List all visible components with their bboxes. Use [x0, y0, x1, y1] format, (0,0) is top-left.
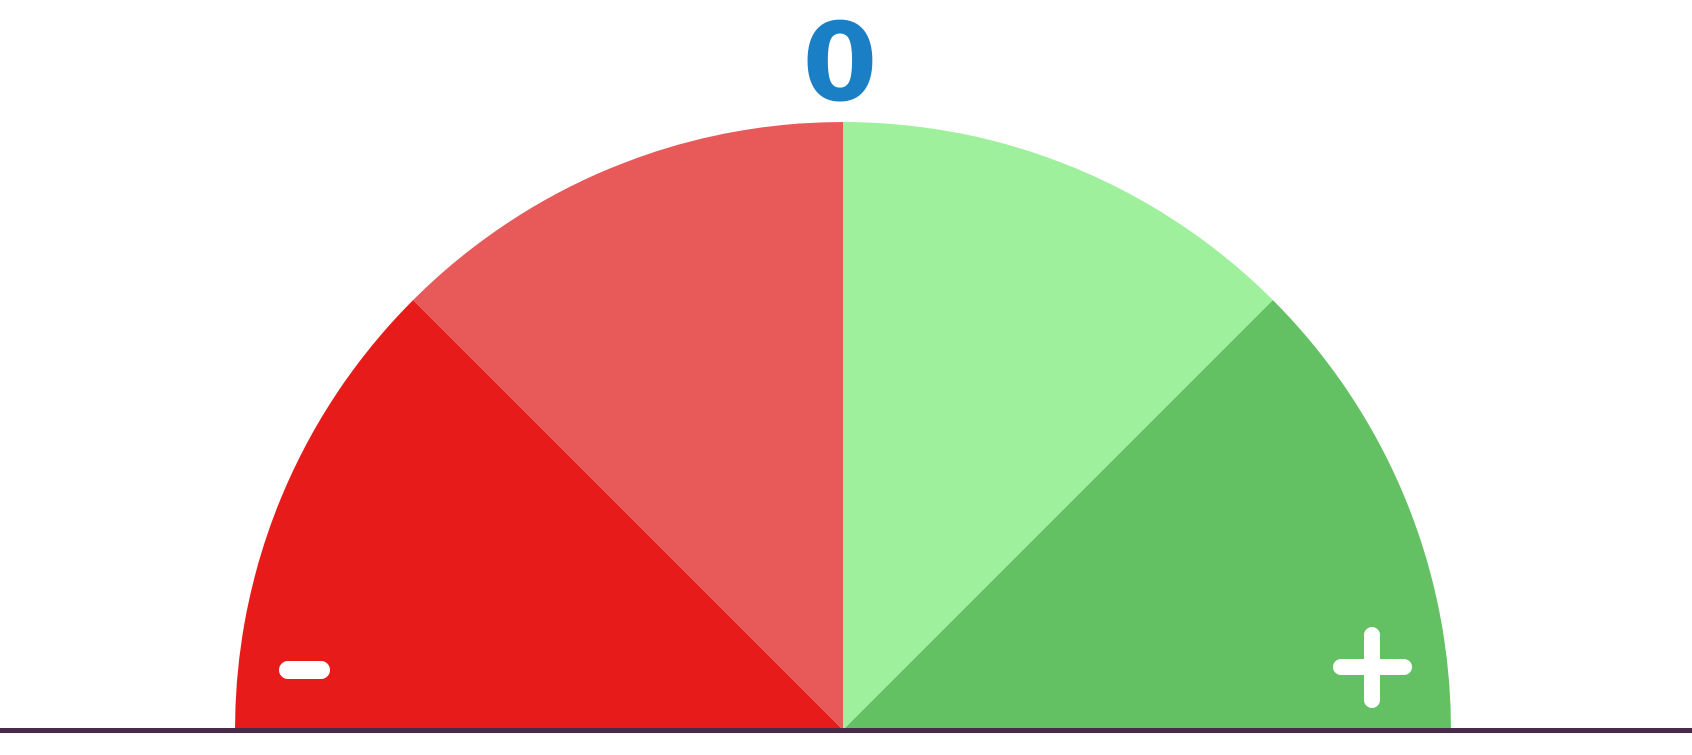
plus-icon[interactable] — [1333, 627, 1412, 708]
mild-positive-segment[interactable] — [843, 121, 1273, 730]
strong-negative-segment[interactable] — [235, 300, 843, 730]
gauge-value: 0 — [802, 1, 877, 126]
strong-positive-segment[interactable] — [843, 300, 1451, 730]
baseline-divider — [0, 728, 1692, 733]
minus-icon[interactable] — [279, 661, 330, 679]
mild-negative-segment[interactable] — [413, 122, 843, 730]
